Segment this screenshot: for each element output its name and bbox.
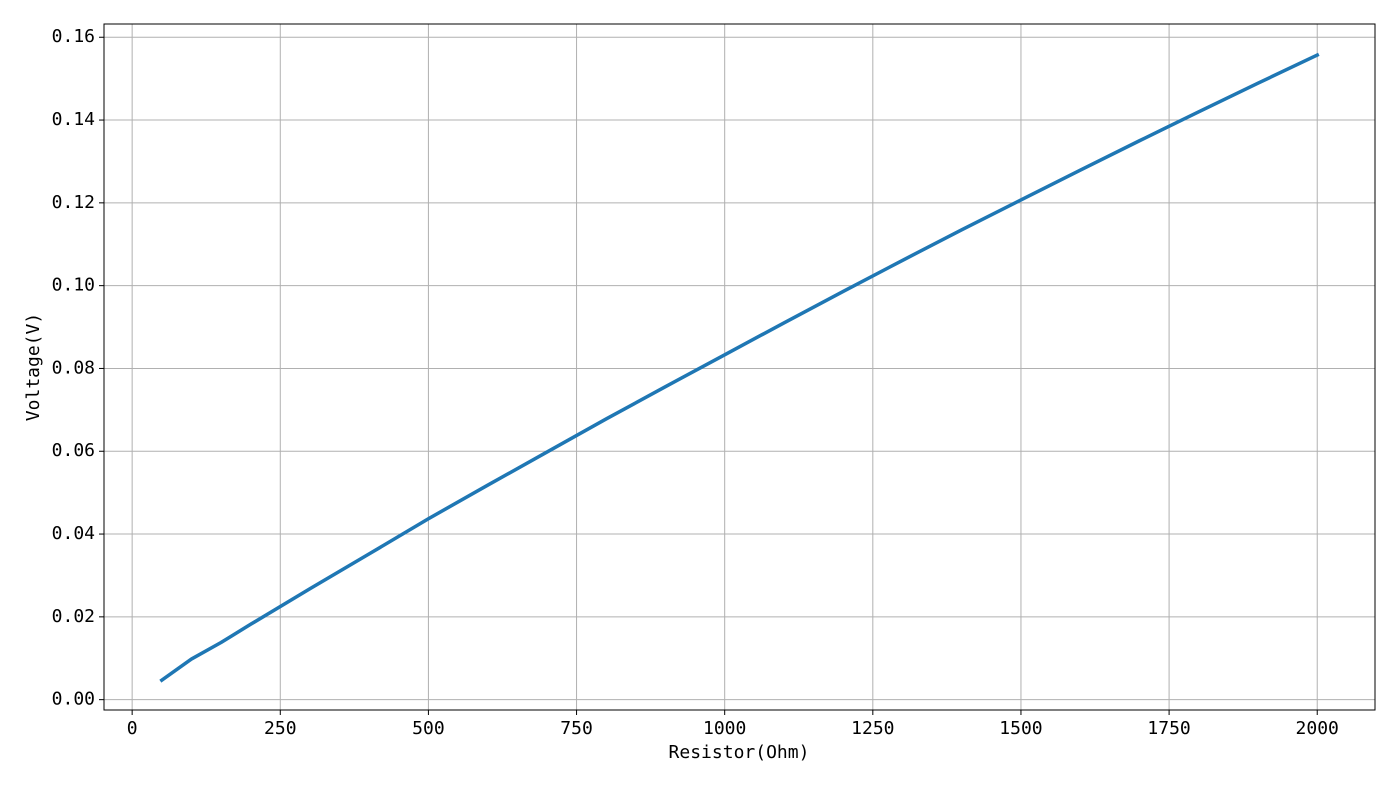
x-tick-label: 1500 (999, 718, 1042, 739)
x-tick-label: 1750 (1147, 718, 1190, 739)
y-tick-label: 0.08 (52, 357, 95, 378)
y-tick-label: 0.06 (52, 440, 95, 461)
y-tick-label: 0.12 (52, 192, 95, 213)
y-axis-label: Voltage(V) (23, 313, 44, 421)
plot-frame (103, 23, 1376, 711)
x-tick-label: 1000 (703, 718, 746, 739)
x-axis-label: Resistor(Ohm) (669, 742, 810, 763)
y-tick-label: 0.16 (52, 26, 95, 47)
x-tick-label: 2000 (1296, 718, 1339, 739)
y-tick-label: 0.02 (52, 606, 95, 627)
y-tick-label: 0.14 (52, 109, 95, 130)
x-tick-label: 500 (412, 718, 445, 739)
y-tick-label: 0.04 (52, 523, 95, 544)
data-line (159, 52, 1320, 683)
y-tick-label: 0.00 (52, 689, 95, 710)
x-tick-label: 750 (560, 718, 593, 739)
y-tick-label: 0.10 (52, 275, 95, 296)
x-tick-label: 250 (264, 718, 297, 739)
x-tick-label: 0 (127, 718, 138, 739)
x-tick-label: 1250 (851, 718, 894, 739)
